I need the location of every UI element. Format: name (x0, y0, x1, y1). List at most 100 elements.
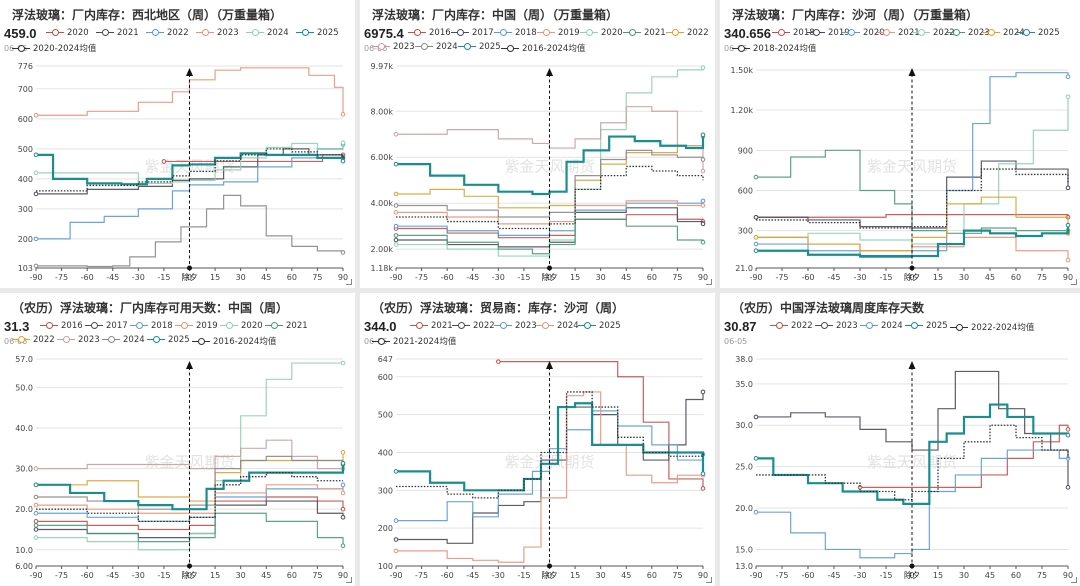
resize-handle-icon[interactable] (1071, 279, 1077, 285)
legend-item[interactable]: 2025 (296, 28, 339, 38)
legend-item[interactable]: 2022 (770, 321, 813, 331)
legend-item[interactable]: 2017 (451, 28, 494, 38)
resize-handle-icon[interactable] (346, 279, 352, 285)
legend-item[interactable]: 2025 (1017, 28, 1060, 38)
y-tick-label: 2.00k (371, 245, 394, 254)
legend-item[interactable]: 2023 (494, 321, 537, 331)
series-point (1065, 257, 1071, 263)
legend-item[interactable]: 2021 (410, 321, 453, 331)
legend-item[interactable]: 2024 (102, 335, 145, 345)
legend-item[interactable]: 2023 (372, 42, 415, 52)
resize-handle-icon[interactable] (346, 577, 352, 583)
legend-item[interactable]: 2024 (860, 321, 903, 331)
legend-item[interactable]: 2022 (146, 28, 189, 38)
series-point (340, 250, 346, 255)
series-line-2021-2024均值 (396, 391, 704, 499)
legend-item[interactable]: 2020 (220, 321, 263, 331)
legend-swatch (175, 322, 193, 330)
series-point (753, 456, 759, 461)
legend-swatch (415, 43, 433, 51)
legend-item[interactable]: 2017 (85, 321, 128, 331)
x-tick-label: -15 (517, 273, 530, 282)
legend-swatch (982, 29, 1000, 37)
series-line-2023 (756, 149, 1068, 234)
legend-item[interactable]: 2016-2024均值 (192, 335, 276, 347)
legend-swatch (732, 45, 750, 53)
resize-handle-icon[interactable] (706, 279, 712, 285)
legend-item[interactable]: 2020 (580, 28, 623, 38)
series-point (33, 191, 39, 197)
legend-item[interactable]: 2023 (947, 28, 990, 38)
legend-item[interactable]: 2020 (46, 28, 89, 38)
legend-item[interactable]: 2022 (12, 335, 55, 345)
legend-item[interactable]: 2018 (130, 321, 173, 331)
series-line-2021 (498, 361, 704, 489)
y-tick-label: 1.18k (371, 264, 394, 273)
legend-item[interactable]: 2016 (408, 28, 451, 38)
legend-item[interactable]: 2020 (842, 28, 885, 38)
marker-label: 除夕 (542, 570, 558, 580)
x-tick-label: 90 (338, 273, 348, 282)
legend-item[interactable]: 2025 (578, 321, 621, 331)
x-tick-label: 90 (338, 571, 348, 580)
y-tick-label: 200 (18, 235, 33, 244)
legend-item[interactable]: 2018 (494, 28, 537, 38)
legend-item[interactable]: 2016-2024均值 (501, 42, 585, 54)
legend-item[interactable]: 2024 (536, 321, 579, 331)
latest-value: 6975.4 (364, 26, 404, 41)
legend-item[interactable]: 2021 (877, 28, 920, 38)
x-tick-label: -60 (81, 571, 94, 580)
legend-item[interactable]: 2024 (415, 42, 458, 52)
y-tick-label: 9.97k (371, 62, 394, 71)
legend-swatch (1017, 29, 1035, 37)
legend-item[interactable]: 2019 (537, 28, 580, 38)
legend-item[interactable]: 2025 (905, 321, 948, 331)
x-tick-label: -30 (853, 273, 866, 282)
resize-handle-icon[interactable] (1071, 577, 1077, 583)
series-point (700, 486, 706, 491)
legend-item[interactable]: 2022 (452, 321, 495, 331)
x-tick-label: 0 (187, 273, 192, 282)
y-tick-label: 20.0 (15, 505, 33, 514)
legend-item[interactable]: 2020-2024均值 (12, 42, 96, 54)
legend-label: 2023 (393, 42, 415, 52)
legend-label: 2016 (429, 28, 451, 38)
x-tick-label: 45 (621, 571, 631, 580)
legend-item[interactable]: 2016 (40, 321, 83, 331)
legend-item[interactable]: 2021 (265, 321, 308, 331)
y-tick-label: 600 (738, 186, 753, 195)
legend-item[interactable]: 2019 (175, 321, 218, 331)
legend-item[interactable]: 2021-2024均值 (372, 335, 456, 347)
legend-item[interactable]: 2022-2024均值 (950, 321, 1034, 333)
x-tick-label: -45 (827, 273, 840, 282)
y-tick-label: 600 (18, 115, 33, 124)
legend-label: 2023 (515, 321, 537, 331)
y-tick-label: 1.20k (731, 106, 754, 115)
legend-item[interactable]: 2019 (807, 28, 850, 38)
x-tick-label: -30 (132, 273, 145, 282)
latest-value: 459.0 (4, 26, 37, 41)
legend-label: 2025 (599, 321, 621, 331)
x-tick-label: -90 (749, 273, 762, 282)
legend-label: 2025 (926, 321, 948, 331)
legend-item[interactable]: 2018 (772, 28, 815, 38)
legend-item[interactable]: 2024 (982, 28, 1025, 38)
resize-handle-icon[interactable] (706, 577, 712, 583)
legend-item[interactable]: 2022 (912, 28, 955, 38)
legend-item[interactable]: 2018-2024均值 (732, 42, 816, 54)
legend-item[interactable]: 2023 (815, 321, 858, 331)
legend-swatch (537, 29, 555, 37)
legend-item[interactable]: 2021 (96, 28, 139, 38)
legend-item[interactable]: 2021 (623, 28, 666, 38)
legend-swatch (815, 322, 833, 330)
legend-item[interactable]: 2022 (666, 28, 709, 38)
legend-item[interactable]: 2023 (196, 28, 239, 38)
legend-swatch (146, 29, 164, 37)
legend-item[interactable]: 2025 (458, 42, 501, 52)
legend-item[interactable]: 2025 (147, 335, 190, 345)
legend-item[interactable]: 2024 (246, 28, 289, 38)
y-tick-label: 35.0 (735, 380, 753, 389)
legend-item[interactable]: 2023 (57, 335, 100, 345)
